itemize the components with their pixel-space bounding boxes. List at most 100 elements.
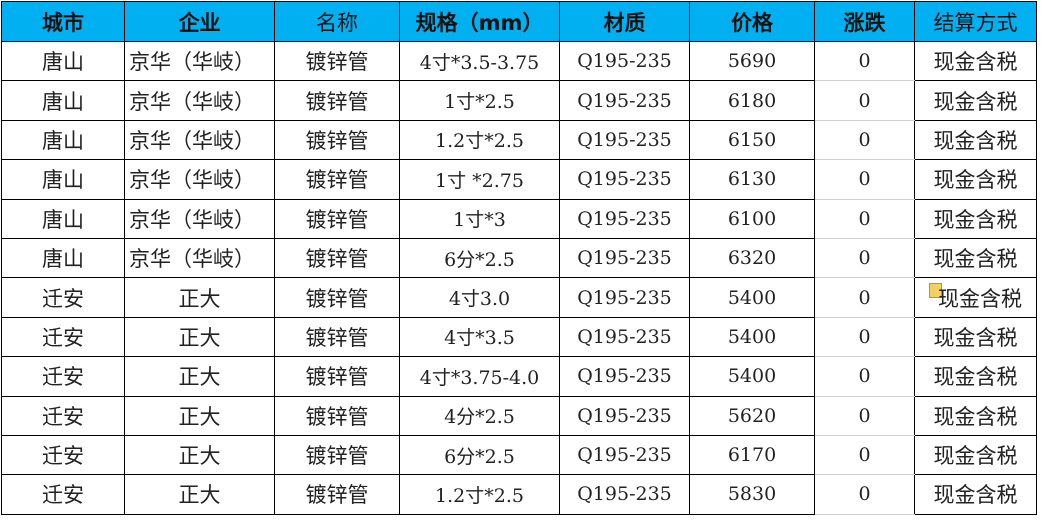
cell-spec[interactable]: 4寸*3.5 (399, 316, 560, 358)
cell-spec[interactable]: 4分*2.5 (399, 395, 560, 436)
header-price[interactable]: 价格 (689, 1, 815, 42)
cell-price[interactable]: 6150 (689, 119, 815, 161)
cell-change[interactable]: 0 (814, 198, 915, 239)
cell-spec[interactable]: 1寸*2.5 (399, 80, 560, 121)
cell-change[interactable]: 0 (814, 434, 915, 476)
header-change[interactable]: 涨跌 (814, 1, 915, 42)
cell-material[interactable]: Q195-235 (559, 159, 690, 200)
cell-material[interactable]: Q195-235 (559, 237, 690, 279)
cell-settlement[interactable]: 现金含税 (914, 395, 1037, 436)
cell-company[interactable]: 京华（华岐） (124, 237, 275, 279)
cell-name[interactable]: 镀锌管 (274, 159, 400, 200)
cell-company[interactable]: 正大 (124, 356, 275, 397)
cell-price[interactable]: 6170 (689, 434, 815, 476)
cell-material[interactable]: Q195-235 (559, 198, 690, 239)
cell-name[interactable]: 镀锌管 (274, 356, 400, 397)
cell-settlement[interactable]: 现金含税 (914, 80, 1037, 121)
cell-price[interactable]: 5400 (689, 277, 815, 318)
cell-name[interactable]: 镀锌管 (274, 277, 400, 318)
cell-material[interactable]: Q195-235 (559, 119, 690, 161)
cell-material[interactable]: Q195-235 (559, 277, 690, 318)
cell-spec[interactable]: 1.2寸*2.5 (399, 119, 560, 161)
cell-name[interactable]: 镀锌管 (274, 395, 400, 436)
cell-city[interactable]: 迁安 (1, 434, 125, 476)
cell-change[interactable]: 0 (814, 119, 915, 161)
cell-change[interactable]: 0 (814, 80, 915, 121)
cell-company[interactable]: 京华（华岐） (124, 80, 275, 121)
cell-spec[interactable]: 4寸3.0 (399, 277, 560, 318)
cell-company[interactable]: 正大 (124, 395, 275, 436)
cell-spec[interactable]: 4寸*3.75-4.0 (399, 356, 560, 397)
cell-change[interactable]: 0 (814, 316, 915, 358)
cell-settlement[interactable]: 现金含税 (914, 474, 1037, 515)
cell-material[interactable]: Q195-235 (559, 40, 690, 82)
cell-city[interactable]: 迁安 (1, 474, 125, 515)
cell-material[interactable]: Q195-235 (559, 80, 690, 121)
cell-city[interactable]: 迁安 (1, 316, 125, 358)
cell-city[interactable]: 唐山 (1, 80, 125, 121)
cell-city[interactable]: 迁安 (1, 395, 125, 436)
cell-settlement[interactable]: 现金含税 (914, 159, 1037, 200)
cell-price[interactable]: 5400 (689, 356, 815, 397)
cell-spec[interactable]: 1寸 *2.75 (399, 159, 560, 200)
cell-name[interactable]: 镀锌管 (274, 119, 400, 161)
cell-settlement[interactable]: 现金含税 (914, 198, 1037, 239)
cell-change[interactable]: 0 (814, 40, 915, 82)
cell-name[interactable]: 镀锌管 (274, 40, 400, 82)
cell-name[interactable]: 镀锌管 (274, 80, 400, 121)
cell-price[interactable]: 5400 (689, 316, 815, 358)
header-settlement[interactable]: 结算方式 (914, 1, 1037, 42)
cell-change[interactable]: 0 (814, 395, 915, 436)
cell-company[interactable]: 正大 (124, 316, 275, 358)
cell-city[interactable]: 唐山 (1, 198, 125, 239)
cell-settlement[interactable]: 现金含税 (914, 119, 1037, 161)
cell-settlement[interactable]: 现金含税 (914, 356, 1037, 397)
cell-spec[interactable]: 1.2寸*2.5 (399, 474, 560, 515)
cell-city[interactable]: 唐山 (1, 119, 125, 161)
cell-settlement[interactable]: 现金含税 (914, 277, 1037, 318)
cell-material[interactable]: Q195-235 (559, 474, 690, 515)
cell-city[interactable]: 迁安 (1, 277, 125, 318)
cell-name[interactable]: 镀锌管 (274, 198, 400, 239)
cell-settlement[interactable]: 现金含税 (914, 316, 1037, 358)
cell-spec[interactable]: 6分*2.5 (399, 237, 560, 279)
cell-price[interactable]: 6180 (689, 80, 815, 121)
cell-price[interactable]: 5830 (689, 474, 815, 515)
cell-company[interactable]: 正大 (124, 434, 275, 476)
cell-material[interactable]: Q195-235 (559, 356, 690, 397)
header-company[interactable]: 企业 (124, 1, 275, 42)
cell-company[interactable]: 京华（华岐） (124, 40, 275, 82)
cell-settlement[interactable]: 现金含税 (914, 434, 1037, 476)
cell-settlement[interactable]: 现金含税 (914, 40, 1037, 82)
header-spec[interactable]: 规格（mm） (399, 1, 560, 42)
cell-name[interactable]: 镀锌管 (274, 237, 400, 279)
cell-spec[interactable]: 1寸*3 (399, 198, 560, 239)
header-city[interactable]: 城市 (1, 1, 125, 42)
cell-company[interactable]: 京华（华岐） (124, 198, 275, 239)
cell-city[interactable]: 唐山 (1, 40, 125, 82)
cell-name[interactable]: 镀锌管 (274, 316, 400, 358)
cell-spec[interactable]: 6分*2.5 (399, 434, 560, 476)
cell-price[interactable]: 6130 (689, 159, 815, 200)
cell-city[interactable]: 唐山 (1, 237, 125, 279)
cell-city[interactable]: 迁安 (1, 356, 125, 397)
cell-change[interactable]: 0 (814, 356, 915, 397)
cell-price[interactable]: 5690 (689, 40, 815, 82)
header-name[interactable]: 名称 (274, 1, 400, 42)
cell-spec[interactable]: 4寸*3.5-3.75 (399, 40, 560, 82)
cell-company[interactable]: 正大 (124, 277, 275, 318)
cell-change[interactable]: 0 (814, 159, 915, 200)
cell-material[interactable]: Q195-235 (559, 316, 690, 358)
cell-material[interactable]: Q195-235 (559, 395, 690, 436)
cell-company[interactable]: 正大 (124, 474, 275, 515)
cell-material[interactable]: Q195-235 (559, 434, 690, 476)
header-material[interactable]: 材质 (559, 1, 690, 42)
cell-settlement[interactable]: 现金含税 (914, 237, 1037, 279)
cell-company[interactable]: 京华（华岐） (124, 159, 275, 200)
clipboard-paste-icon[interactable] (929, 282, 942, 298)
cell-city[interactable]: 唐山 (1, 159, 125, 200)
cell-change[interactable]: 0 (814, 277, 915, 318)
cell-name[interactable]: 镀锌管 (274, 434, 400, 476)
cell-price[interactable]: 5620 (689, 395, 815, 436)
cell-change[interactable]: 0 (814, 237, 915, 279)
